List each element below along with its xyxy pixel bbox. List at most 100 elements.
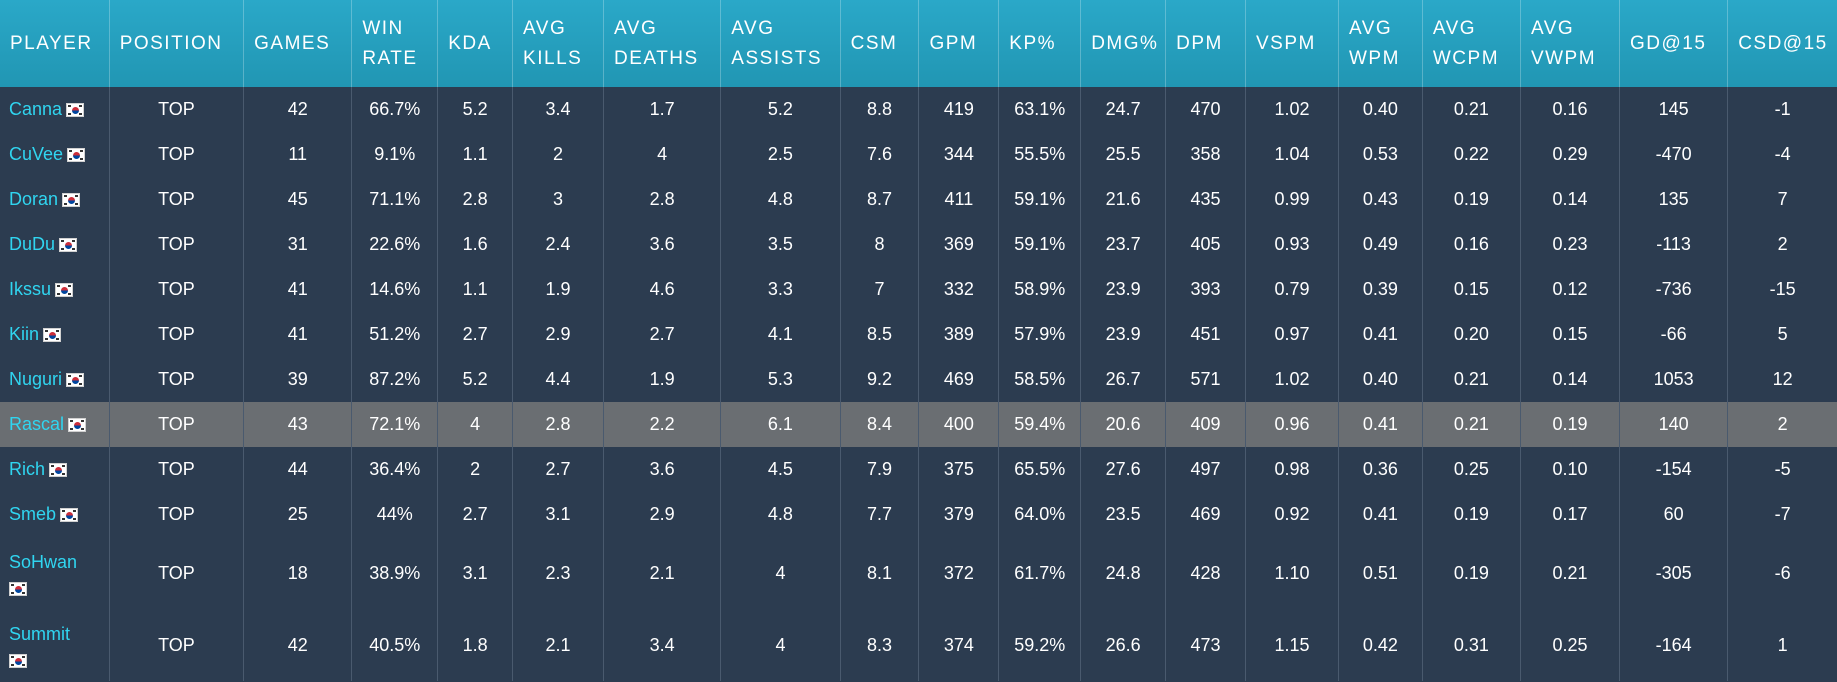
cell-kp: 63.1% — [998, 87, 1082, 132]
cell-csm: 8 — [840, 222, 920, 267]
table-row[interactable]: Doran TOP 45 71.1% 2.8 3 2.8 4.8 8.7 411 59.1% 21.6… — [0, 177, 1837, 222]
table-row[interactable]: DuDu TOP 31 22.6% 1.6 2.4 3.6 3.5 8 369 59.1% 23.7 4… — [0, 222, 1837, 267]
table-body: Canna TOP 42 66.7% 5.2 3.4 1.7 5.2 8.8 419 63.1% 24… — [0, 87, 1837, 681]
cell-avg-assists: 4.5 — [720, 447, 841, 492]
cell-avg-wpm: 0.40 — [1338, 357, 1423, 402]
table-row[interactable]: CuVee TOP 11 9.1% 1.1 2 4 2.5 7.6 344 55.5% 25.5 358… — [0, 132, 1837, 177]
cell-avg-vwpm: 0.29 — [1520, 132, 1621, 177]
player-name-link[interactable]: Summit — [9, 624, 71, 645]
table-row[interactable]: Summit TOP 42 40.5% 1.8 2.1 3.4 4 8.3 374 59.2% 26.… — [0, 609, 1837, 681]
table-row[interactable]: Kiin TOP 41 51.2% 2.7 2.9 2.7 4.1 8.5 389 57.9% 23.… — [0, 312, 1837, 357]
column-header-gd-15[interactable]: GD@15 — [1619, 0, 1729, 87]
cell-kda: 2.7 — [437, 312, 514, 357]
column-header-dmg[interactable]: DMG% — [1080, 0, 1167, 87]
cell-position: TOP — [109, 267, 245, 312]
column-header-avg-kills[interactable]: AVG KILLS — [512, 0, 605, 87]
south-korea-flag-icon — [55, 283, 74, 298]
cell-gd-15: -305 — [1619, 537, 1729, 609]
cell-position: TOP — [109, 312, 245, 357]
cell-kp: 65.5% — [998, 447, 1082, 492]
cell-vspm: 1.04 — [1245, 132, 1339, 177]
player-cell: DuDu — [0, 222, 110, 267]
column-header-csm[interactable]: CSM — [840, 0, 920, 87]
column-header-label: KDA — [448, 32, 492, 54]
column-header-avg-deaths[interactable]: AVG DEATHS — [603, 0, 722, 87]
cell-win-rate: 22.6% — [351, 222, 439, 267]
cell-avg-vwpm: 0.14 — [1520, 357, 1621, 402]
player-name-link[interactable]: Canna — [9, 99, 63, 119]
cell-dmg: 23.7 — [1080, 222, 1167, 267]
player-name-link[interactable]: CuVee — [9, 144, 64, 164]
player-name-link[interactable]: Kiin — [9, 324, 40, 344]
south-korea-flag-icon — [9, 581, 27, 596]
cell-dmg: 21.6 — [1080, 177, 1167, 222]
cell-vspm: 0.97 — [1245, 312, 1339, 357]
table-row[interactable]: Rich TOP 44 36.4% 2 2.7 3.6 4.5 7.9 375 65.5% 27.6 4… — [0, 447, 1837, 492]
south-korea-flag-icon — [49, 463, 68, 478]
cell-vspm: 0.79 — [1245, 267, 1339, 312]
column-header-label: WCPM — [1432, 47, 1500, 69]
cell-kda: 1.1 — [437, 132, 514, 177]
player-name-link[interactable]: Doran — [9, 189, 59, 209]
player-name-link[interactable]: DuDu — [9, 234, 56, 254]
column-header-avg-vwpm[interactable]: AVG VWPM — [1520, 0, 1621, 87]
column-header-kp[interactable]: KP% — [998, 0, 1082, 87]
player-name-link[interactable]: Rascal — [9, 414, 65, 434]
cell-csd-15: 2 — [1777, 234, 1788, 254]
cell-gpm: 469 — [918, 357, 1000, 402]
cell-avg-deaths: 2.9 — [603, 492, 722, 537]
cell-dpm: 451 — [1165, 312, 1246, 357]
cell-vspm: 0.96 — [1245, 402, 1339, 447]
cell-dpm: 571 — [1165, 357, 1246, 402]
cell-avg-assists: 4.1 — [720, 312, 841, 357]
cell-gd-15: 145 — [1619, 87, 1729, 132]
column-header-avg-assists[interactable]: AVG ASSISTS — [720, 0, 841, 87]
column-header-win-rate[interactable]: WIN RATE — [351, 0, 439, 87]
cell-win-rate: 9.1% — [351, 132, 439, 177]
cell-games: 25 — [243, 492, 353, 537]
column-header-games[interactable]: GAMES — [243, 0, 353, 87]
cell-games: 41 — [243, 312, 353, 357]
cell-avg-assists: 5.2 — [720, 87, 841, 132]
table-row[interactable]: Canna TOP 42 66.7% 5.2 3.4 1.7 5.2 8.8 419 63.1% 24… — [0, 87, 1837, 132]
player-name-link[interactable]: Ikssu — [9, 279, 52, 299]
column-header-dpm[interactable]: DPM — [1165, 0, 1246, 87]
player-name-link[interactable]: Smeb — [9, 504, 57, 524]
cell-avg-vwpm: 0.25 — [1520, 609, 1621, 681]
cell-kp: 58.9% — [998, 267, 1082, 312]
table-row[interactable]: SoHwan TOP 18 38.9% 3.1 2.3 2.1 4 8.1 372 61.7% 24.… — [0, 537, 1837, 609]
column-header-csd-15[interactable]: CSD@15 — [1727, 0, 1837, 87]
column-header-avg-wpm[interactable]: AVG WPM — [1338, 0, 1423, 87]
column-header-label: GPM — [929, 32, 978, 54]
player-name-link[interactable]: Nuguri — [9, 369, 63, 389]
table-row[interactable]: Smeb TOP 25 44% 2.7 3.1 2.9 4.8 7.7 379 64.0% 23.5 4… — [0, 492, 1837, 537]
south-korea-flag-icon — [60, 508, 79, 523]
cell-avg-kills: 3.1 — [512, 492, 605, 537]
column-header-kda[interactable]: KDA — [437, 0, 514, 87]
south-korea-flag-icon — [43, 328, 62, 343]
column-header-avg-wcpm[interactable]: AVG WCPM — [1422, 0, 1521, 87]
player-name-link[interactable]: Rich — [9, 459, 46, 479]
cell-vspm: 0.98 — [1245, 447, 1339, 492]
cell-kp: 61.7% — [998, 537, 1082, 609]
player-name-link[interactable]: SoHwan — [9, 552, 78, 573]
column-header-player[interactable]: PLAYER — [0, 0, 110, 87]
column-header-position[interactable]: POSITION — [109, 0, 245, 87]
column-header-gpm[interactable]: GPM — [918, 0, 1000, 87]
cell-csd-15: -4 — [1774, 144, 1791, 164]
cell-csm: 8.4 — [840, 402, 920, 447]
column-header-vspm[interactable]: VSPM — [1245, 0, 1339, 87]
cell-gpm: 400 — [918, 402, 1000, 447]
table-row[interactable]: Rascal TOP 43 72.1% 4 2.8 2.2 6.1 8.4 400 59.4% 20.… — [0, 402, 1837, 447]
table-row[interactable]: Nuguri TOP 39 87.2% 5.2 4.4 1.9 5.3 9.2 469 58.5% 2… — [0, 357, 1837, 402]
cell-kp: 59.1% — [998, 222, 1082, 267]
cell-avg-kills: 3.4 — [512, 87, 605, 132]
cell-csm: 7.7 — [840, 492, 920, 537]
cell-avg-assists: 3.5 — [720, 222, 841, 267]
column-header-label: PLAYER — [10, 32, 93, 54]
column-header-label: AVG — [1530, 17, 1575, 39]
cell-position: TOP — [109, 447, 245, 492]
table-row[interactable]: Ikssu TOP 41 14.6% 1.1 1.9 4.6 3.3 7 332 58.9% 23.9… — [0, 267, 1837, 312]
cell-avg-vwpm: 0.12 — [1520, 267, 1621, 312]
cell-dmg: 26.7 — [1080, 357, 1167, 402]
